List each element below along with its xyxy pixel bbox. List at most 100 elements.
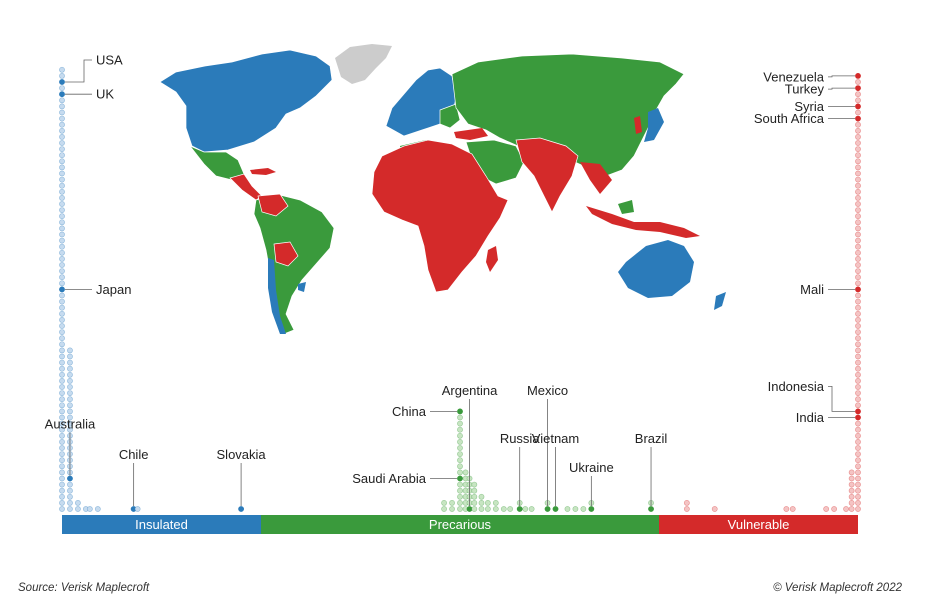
country-dot: [855, 499, 861, 506]
country-dot: [67, 390, 73, 396]
category-label-precarious: Precarious: [429, 517, 492, 532]
country-dot: [855, 438, 861, 445]
country-label: Mali: [800, 282, 824, 297]
country-dot: [855, 316, 861, 323]
country-dot: [59, 402, 65, 409]
map-bolivia: [273, 241, 299, 267]
country-dot: [492, 506, 499, 512]
map-new-zealand: [714, 292, 726, 310]
highlighted-country-dot: [59, 79, 65, 85]
country-dot: [683, 506, 690, 512]
category-label-insulated: Insulated: [135, 517, 188, 532]
country-dot: [59, 463, 65, 470]
country-dot: [855, 146, 861, 152]
country-dot: [528, 506, 535, 512]
country-dot: [783, 506, 790, 512]
country-label: China: [392, 404, 427, 419]
country-dot: [59, 194, 65, 201]
country-dot: [711, 506, 718, 512]
highlighted-country-dot: [67, 475, 73, 482]
country-dot: [59, 133, 65, 140]
country-dot: [831, 506, 838, 512]
country-dot: [855, 79, 861, 85]
country-dot: [59, 164, 65, 171]
country-label: India: [796, 410, 825, 425]
country-dot: [59, 347, 65, 354]
country-dot: [471, 506, 478, 512]
country-dot: [59, 292, 65, 299]
world-map: [159, 44, 726, 335]
country-dot: [855, 426, 861, 433]
country-dot: [457, 432, 463, 439]
country-dot: [855, 213, 861, 220]
country-dot: [59, 390, 65, 396]
country-dot: [572, 506, 579, 512]
country-dot: [67, 408, 73, 415]
leader-line: [828, 87, 855, 90]
country-dot: [789, 506, 796, 512]
country-dot: [59, 329, 65, 335]
highlighted-country-dot: [855, 286, 861, 293]
country-label: Chile: [119, 447, 149, 462]
highlighted-country-dot: [238, 506, 244, 512]
country-dot: [855, 280, 861, 287]
country-dot: [855, 396, 861, 403]
country-dot: [855, 91, 861, 98]
map-southeast-asia: [580, 162, 612, 194]
country-dot: [59, 274, 65, 281]
country-dot: [59, 506, 65, 512]
country-dot: [855, 365, 861, 372]
copyright-note: © Verisk Maplecroft 2022: [773, 582, 902, 594]
category-bar-insulated: [62, 515, 261, 534]
country-dot: [134, 506, 141, 512]
country-dot: [59, 420, 65, 427]
leader-line: [828, 75, 855, 78]
country-dot: [855, 481, 861, 488]
country-dot: [59, 127, 65, 134]
country-dot: [67, 506, 73, 512]
country-dot: [59, 103, 65, 110]
country-dot: [457, 445, 463, 451]
country-dot: [67, 353, 73, 360]
country-dot: [471, 493, 478, 500]
map-borneo: [618, 200, 634, 214]
country-label: Vietnam: [532, 431, 579, 446]
country-dot: [484, 506, 491, 512]
country-dot: [59, 121, 65, 128]
country-dot: [855, 140, 861, 146]
country-dot: [457, 481, 463, 488]
country-dot: [855, 133, 861, 140]
country-label: USA: [96, 53, 123, 68]
highlighted-country-dot: [466, 506, 473, 512]
country-dot: [59, 249, 65, 256]
country-dot: [59, 115, 65, 122]
country-dot: [67, 426, 73, 433]
country-label: Australia: [45, 417, 96, 432]
country-dot: [59, 341, 65, 348]
map-turkey: [454, 128, 488, 140]
country-dot: [855, 243, 861, 250]
highlighted-country-dot: [855, 85, 861, 91]
country-dot: [59, 231, 65, 238]
category-bars: Insulated Precarious Vulnerable: [62, 515, 858, 534]
country-dot: [67, 481, 73, 488]
map-caribbean: [250, 168, 276, 175]
map-south-america: [253, 193, 335, 335]
country-dot: [59, 493, 65, 500]
country-dot: [855, 298, 861, 305]
country-dot: [59, 66, 65, 73]
country-dot: [94, 506, 101, 512]
country-dot: [564, 506, 571, 512]
leader-line: [65, 59, 92, 83]
country-dot: [457, 463, 463, 470]
country-dot: [59, 268, 65, 274]
country-dot: [59, 255, 65, 262]
country-dot: [59, 445, 65, 451]
country-dot: [59, 109, 65, 116]
country-dot: [855, 506, 861, 512]
country-dot: [848, 493, 855, 500]
country-dot: [457, 426, 463, 433]
country-dot: [67, 493, 73, 500]
country-dot: [471, 487, 478, 494]
country-dot: [59, 499, 65, 506]
